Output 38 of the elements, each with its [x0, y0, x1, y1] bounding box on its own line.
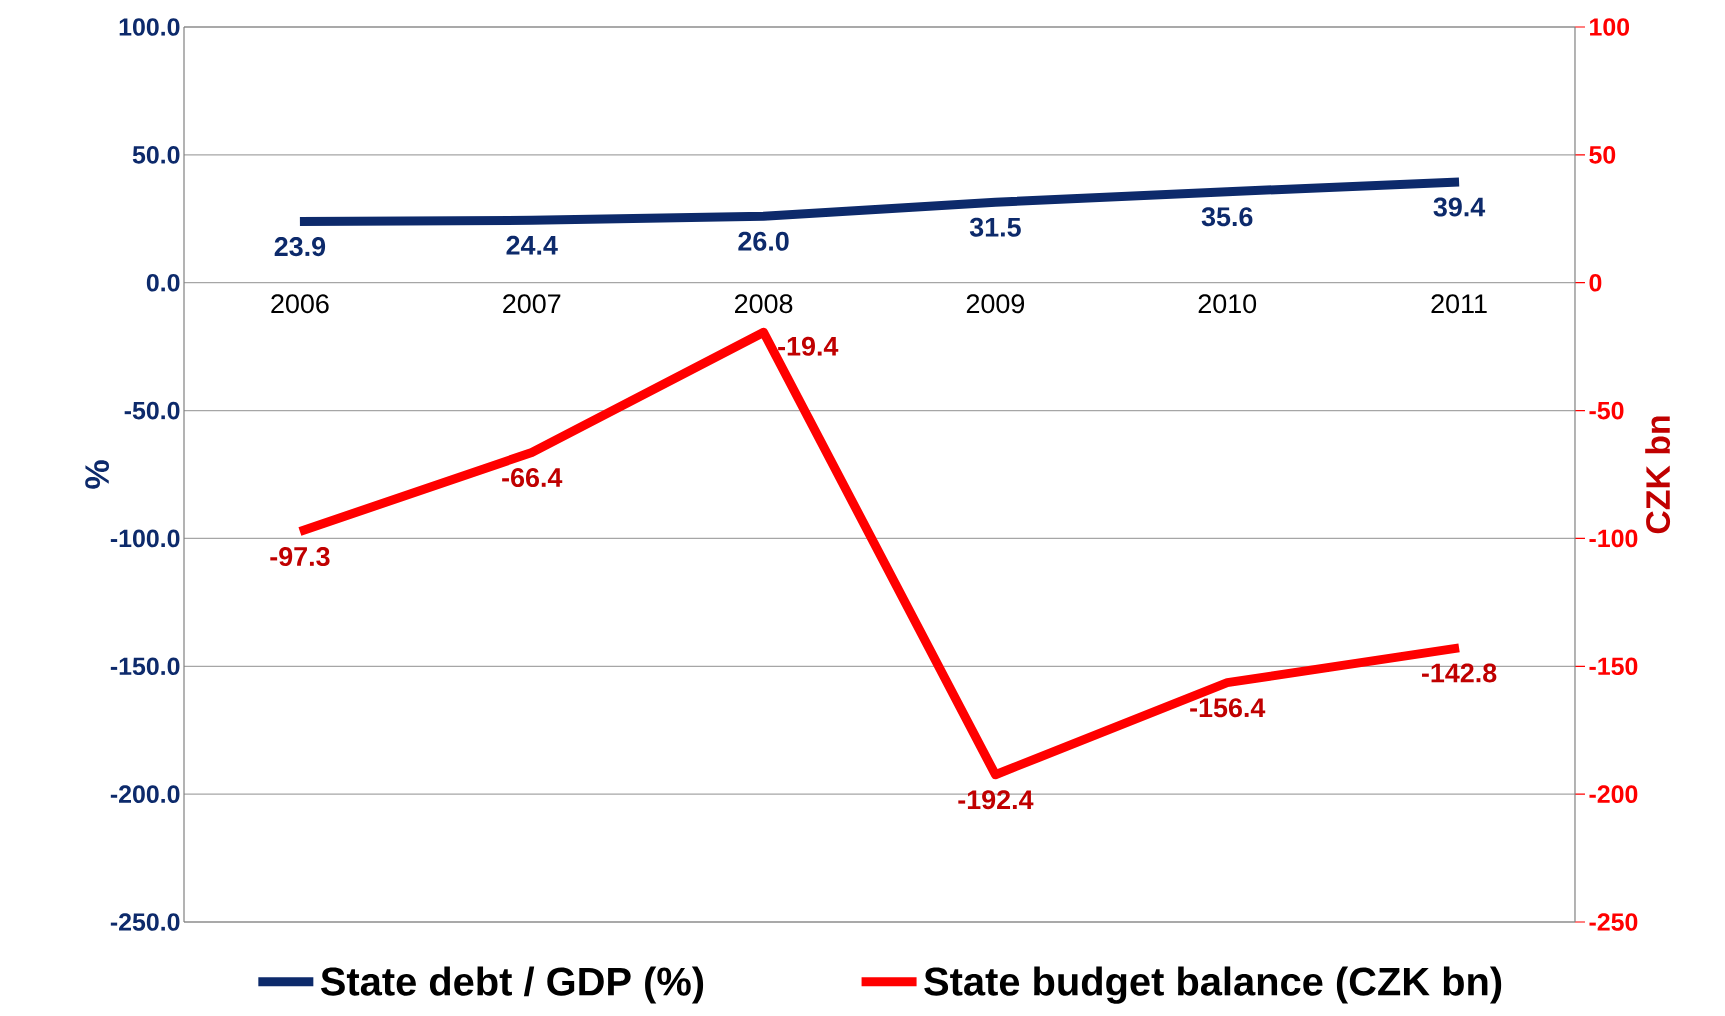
data-label: -97.3 — [270, 547, 330, 567]
x-tick-label: 2007 — [503, 294, 561, 314]
y-axis-title: % — [85, 460, 110, 489]
y-tick-label: 100.0 — [119, 18, 180, 36]
x-tick-label: 2006 — [271, 294, 329, 314]
data-label: -19.4 — [778, 336, 839, 356]
y2-tick-label: -100 — [1589, 529, 1638, 548]
legend-label: State debt / GDP (%) — [320, 966, 704, 1004]
x-tick-label: 2008 — [735, 294, 793, 314]
legend-label: State budget balance (CZK bn) — [924, 966, 1502, 1004]
data-label: 24.4 — [506, 235, 558, 255]
y2-tick-label: 0 — [1589, 273, 1602, 292]
data-label: -156.4 — [1190, 698, 1266, 718]
y-tick-label: -100.0 — [110, 529, 180, 548]
data-label: -66.4 — [502, 468, 563, 488]
y-tick-label: -50.0 — [124, 401, 180, 420]
y2-tick-label: 100 — [1590, 18, 1630, 36]
data-label: 39.4 — [1433, 197, 1486, 217]
x-tick-label: 2011 — [1431, 294, 1487, 314]
data-label: 23.9 — [274, 237, 326, 257]
data-label: 35.6 — [1201, 207, 1253, 227]
y2-tick-label: -150 — [1589, 657, 1638, 676]
data-label: -192.4 — [958, 790, 1034, 810]
y-tick-label: -250.0 — [110, 913, 180, 931]
data-label: -142.8 — [1421, 663, 1497, 683]
data-label: 31.5 — [969, 217, 1021, 237]
y-tick-label: -200.0 — [110, 785, 180, 803]
data-label: 26.0 — [738, 231, 789, 251]
y2-tick-label: -250 — [1589, 913, 1638, 931]
y2-tick-label: -200 — [1589, 785, 1638, 803]
x-tick-label: 2010 — [1198, 294, 1257, 314]
y2-tick-label: 50 — [1589, 146, 1616, 164]
y2-axis-title: CZK bn — [1645, 416, 1671, 534]
y-tick-label: 50.0 — [132, 146, 180, 164]
y-tick-label: 0.0 — [146, 273, 180, 292]
x-tick-label: 2009 — [966, 294, 1025, 314]
y-tick-label: -150.0 — [110, 657, 180, 676]
y2-tick-label: -50 — [1589, 401, 1624, 420]
